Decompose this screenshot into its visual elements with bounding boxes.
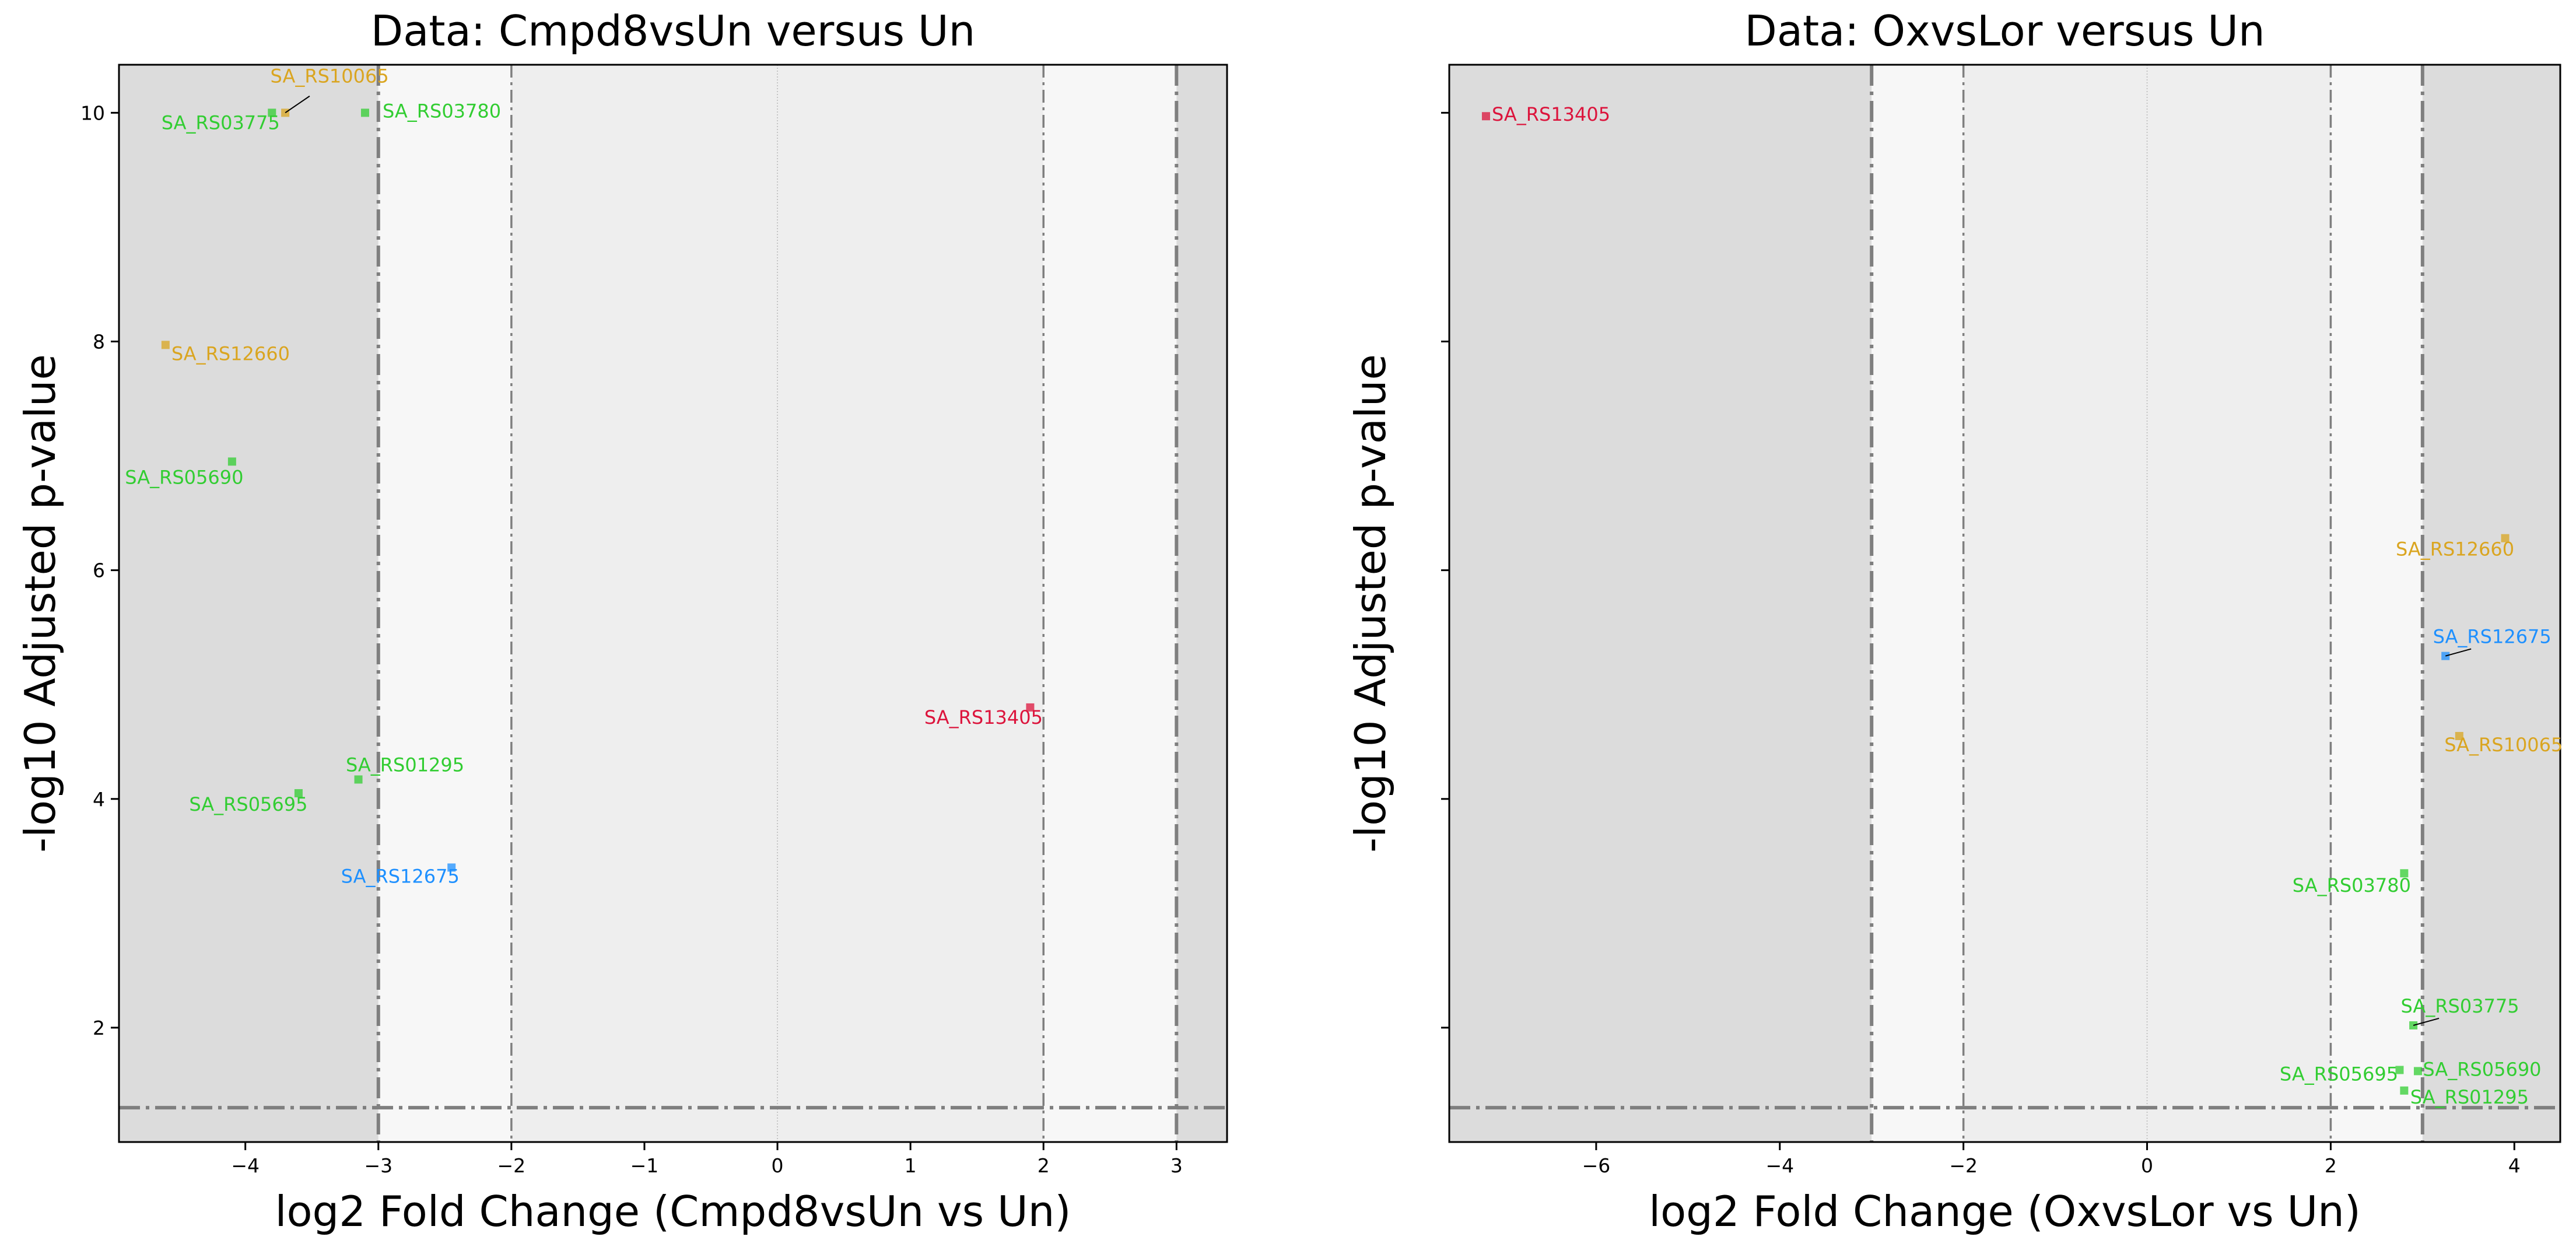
- x-tick-label: 0: [772, 1154, 784, 1177]
- data-point-label: SA_RS03780: [383, 100, 501, 122]
- data-point-sa-rs13405: [1481, 112, 1490, 121]
- x-tick-label: −2: [497, 1154, 526, 1177]
- y-tick-label: 6: [93, 559, 105, 582]
- y-axis-label: -log10 Adjusted p-value: [16, 354, 65, 853]
- data-point-sa-rs05690: [227, 457, 236, 466]
- data-point-label: SA_RS13405: [1492, 103, 1610, 125]
- data-point-label: SA_RS13405: [924, 706, 1043, 728]
- data-point-sa-rs12660: [2501, 534, 2510, 542]
- region-strong-down: [119, 65, 378, 1142]
- data-point-label: SA_RS12675: [341, 865, 460, 887]
- data-point-sa-rs13405: [1026, 703, 1035, 712]
- x-tick-label: −4: [1765, 1154, 1794, 1177]
- data-point-label: SA_RS03775: [162, 111, 280, 134]
- data-point-sa-rs05695: [2395, 1066, 2404, 1074]
- x-tick-label: 3: [1170, 1154, 1183, 1177]
- x-tick-label: 2: [2325, 1154, 2337, 1177]
- data-point-sa-rs05690: [2413, 1067, 2422, 1076]
- data-point-sa-rs05695: [294, 789, 303, 797]
- x-tick-label: −3: [364, 1154, 392, 1177]
- x-tick-label: 2: [1038, 1154, 1050, 1177]
- data-point-label: SA_RS12660: [2396, 538, 2514, 561]
- y-tick-label: 4: [93, 788, 105, 811]
- x-tick-label: 4: [2508, 1154, 2521, 1177]
- label-leader-line: [2445, 648, 2472, 657]
- data-point-label: SA_RS10065: [2444, 734, 2563, 756]
- chart-title: Data: Cmpd8vsUn versus Un: [371, 6, 975, 55]
- region-moderate-up: [1043, 65, 1177, 1142]
- data-point-label: SA_RS03775: [2401, 995, 2519, 1017]
- axes-frame: [118, 64, 1228, 1143]
- x-tick-label: −6: [1582, 1154, 1611, 1177]
- chart-title: Data: OxvsLor versus Un: [1744, 6, 2265, 55]
- region-moderate-down: [378, 65, 511, 1142]
- y-axis-label: -log10 Adjusted p-value: [1346, 354, 1395, 853]
- data-point-sa-rs10065: [2455, 731, 2463, 740]
- data-point-label: SA_RS10065: [271, 65, 389, 87]
- region-strong-down: [1449, 65, 1872, 1142]
- data-point-label: SA_RS12675: [2433, 626, 2552, 648]
- label-leader-line: [2413, 1017, 2440, 1026]
- y-tick-label: 2: [93, 1017, 105, 1039]
- x-tick-label: −2: [1949, 1154, 1978, 1177]
- x-tick-label: −4: [231, 1154, 260, 1177]
- axes-frame: [1448, 64, 2561, 1143]
- data-point-sa-rs03780: [2400, 869, 2409, 878]
- x-tick-label: 1: [905, 1154, 917, 1177]
- region-strong-up: [1176, 65, 1227, 1142]
- x-tick-label: 0: [2141, 1154, 2153, 1177]
- y-tick-label: 8: [93, 330, 105, 353]
- data-point-sa-rs03780: [360, 108, 369, 117]
- data-point-sa-rs12675: [447, 863, 456, 872]
- region-moderate-down: [1871, 65, 1964, 1142]
- data-point-label: SA_RS01295: [346, 754, 464, 776]
- region-strong-up: [2422, 65, 2560, 1142]
- y-tick-label: 10: [80, 101, 105, 124]
- data-point-label: SA_RS12660: [171, 342, 290, 365]
- data-point-sa-rs12660: [161, 341, 170, 349]
- scatter-panel-1: −4 −3 −2 −1 0 1 2 3 2 4 6 8 10 Data: Cmpd8vsUn versus…: [16, 6, 1228, 1236]
- region-moderate-up: [2330, 65, 2423, 1142]
- data-point-sa-rs01295: [354, 775, 363, 784]
- x-tick-label: −1: [630, 1154, 659, 1177]
- data-point-label: SA_RS03780: [2293, 874, 2411, 896]
- data-point-label: SA_RS05695: [189, 793, 307, 815]
- x-axis-label: log2 Fold Change (Cmpd8vsUn vs Un): [275, 1187, 1071, 1236]
- data-point-label: SA_RS05690: [2423, 1058, 2541, 1080]
- x-axis-label: log2 Fold Change (OxvsLor vs Un): [1649, 1187, 2361, 1236]
- region-neutral: [511, 65, 1044, 1142]
- data-point-label: SA_RS05695: [2280, 1063, 2398, 1085]
- data-point-sa-rs03775: [268, 108, 276, 117]
- region-neutral: [1963, 65, 2331, 1142]
- label-leader-line: [285, 95, 310, 114]
- scatter-panel-2: −6 −4 −2 0 2 4 Data: OxvsLor versus Un log2 Fol…: [1346, 6, 2563, 1236]
- data-point-label: SA_RS01295: [2410, 1086, 2529, 1108]
- data-point-sa-rs01295: [2400, 1086, 2409, 1095]
- data-point-label: SA_RS05690: [125, 466, 243, 488]
